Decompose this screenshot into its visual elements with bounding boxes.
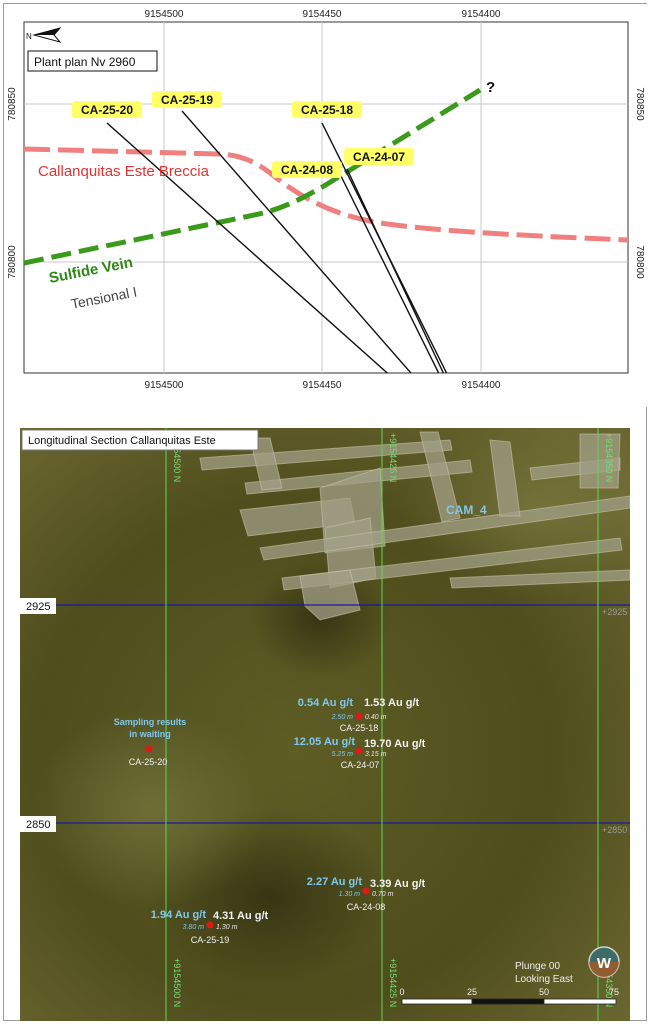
svg-text:CA-25-18: CA-25-18 — [301, 103, 353, 117]
northing-label-bottom-2: +9154425 N — [388, 958, 398, 1007]
intercept-ca-24-07: 12.05 Au g/t 19.70 Au g/t 5.25 m 3.15 m … — [294, 736, 426, 770]
drillhole-label-ca-25-19: CA-25-19 — [152, 91, 222, 108]
intercept-ca-24-08: 2.27 Au g/t 3.39 Au g/t 1.30 m 0.70 m CA… — [307, 876, 426, 912]
plan-map-frame — [23, 21, 629, 374]
svg-text:CA-25-20: CA-25-20 — [129, 757, 168, 767]
plan-x-tick-bottom-3: 9154400 — [462, 380, 501, 391]
breccia-label: Callanquitas Este Breccia — [38, 163, 210, 180]
svg-text:in waiting: in waiting — [129, 729, 171, 739]
svg-text:19.70 Au g/t: 19.70 Au g/t — [364, 738, 426, 750]
svg-text:2.27 Au g/t: 2.27 Au g/t — [307, 876, 363, 888]
plunge-label: Plunge 00 — [515, 961, 560, 972]
longitudinal-section: +9154500 N +9154425 N +9154350 N +915450… — [20, 428, 630, 1021]
drillhole-trace-ca-24-08 — [338, 171, 440, 373]
drillhole-label-ca-25-18: CA-25-18 — [292, 101, 362, 118]
svg-text:0: 0 — [399, 987, 404, 997]
svg-text:1.30 m: 1.30 m — [216, 924, 238, 931]
north-arrow-icon: N — [26, 27, 62, 43]
svg-text:CA-25-18: CA-25-18 — [340, 723, 379, 733]
svg-text:W: W — [597, 955, 612, 972]
plan-x-tick-bottom-1: 9154500 — [145, 380, 184, 391]
svg-text:CA-24-07: CA-24-07 — [341, 760, 380, 770]
intercept-dot — [355, 712, 363, 720]
level-label-right-2925: +2925 — [602, 607, 627, 617]
plan-y-tick-right-1: 780850 — [634, 87, 645, 121]
plan-title-box — [27, 50, 158, 72]
northing-label-top-3: +9154350 N — [604, 433, 614, 482]
plan-map: 9154500 9154450 9154400 9154500 9154450 … — [4, 4, 647, 407]
svg-text:3.39 Au g/t: 3.39 Au g/t — [370, 878, 426, 890]
svg-text:N: N — [26, 32, 32, 41]
drillhole-label-ca-24-07: CA-24-07 — [344, 148, 414, 165]
svg-text:50: 50 — [539, 987, 549, 997]
plan-x-tick-top-3: 9154400 — [462, 9, 501, 20]
svg-text:4.31 Au g/t: 4.31 Au g/t — [213, 910, 269, 922]
sulfide-vein-line — [24, 87, 482, 266]
level-label-2925: 2925 — [26, 601, 50, 613]
svg-text:2.50 m: 2.50 m — [331, 714, 354, 721]
svg-text:0.70 m: 0.70 m — [372, 891, 394, 898]
intercept-ca-25-19: 1.94 Au g/t 4.31 Au g/t 3.80 m 1.30 m CA… — [151, 909, 269, 945]
svg-text:3.80 m: 3.80 m — [183, 924, 205, 931]
plan-y-tick-left-2: 780800 — [7, 245, 18, 279]
level-label-right-2850: +2850 — [602, 825, 627, 835]
breccia-contact-line — [24, 146, 628, 243]
drillhole-traces — [106, 110, 448, 373]
intercept-dot — [355, 747, 363, 755]
compass-icon: W — [588, 946, 620, 978]
svg-text:1.30 m: 1.30 m — [339, 891, 361, 898]
plan-y-tick-left-1: 780850 — [7, 87, 18, 121]
drillhole-label-ca-25-20: CA-25-20 — [72, 101, 142, 118]
intercept-dot — [145, 745, 153, 753]
intercept-dot — [362, 887, 370, 895]
drillhole-label-ca-24-08: CA-24-08 — [272, 161, 342, 178]
svg-text:1.94 Au g/t: 1.94 Au g/t — [151, 909, 207, 921]
svg-text:5.25 m: 5.25 m — [332, 751, 354, 758]
intercept-dot — [206, 921, 214, 929]
svg-text:0.54 Au g/t: 0.54 Au g/t — [298, 697, 354, 709]
plan-x-tick-bottom-2: 9154450 — [303, 380, 342, 391]
svg-text:3.15 m: 3.15 m — [365, 751, 387, 758]
drillhole-trace-ca-25-20 — [106, 122, 389, 373]
drillhole-trace-ca-24-07 — [346, 168, 445, 373]
northing-label-bottom-1: +9154500 N — [172, 958, 182, 1007]
svg-text:CA-25-19: CA-25-19 — [161, 93, 213, 107]
svg-text:CA-25-19: CA-25-19 — [191, 935, 230, 945]
northing-label-top-1: +9154500 N — [172, 433, 182, 482]
intercept-ca-25-18: 0.54 Au g/t 1.53 Au g/t 2.50 m 0.40 m CA… — [298, 697, 420, 733]
svg-text:25: 25 — [467, 987, 477, 997]
northing-label-top-2: +9154425 N — [388, 433, 398, 482]
northing-label-bottom-3: +9154350 N — [604, 958, 614, 1007]
section-title-box — [21, 429, 259, 451]
looking-label: Looking East — [515, 974, 573, 985]
plan-x-tick-top-2: 9154450 — [303, 9, 342, 20]
svg-text:CA-24-08: CA-24-08 — [281, 163, 333, 177]
svg-text:CA-25-20: CA-25-20 — [81, 103, 133, 117]
svg-text:1.53 Au g/t: 1.53 Au g/t — [364, 697, 420, 709]
plan-x-tick-top-1: 9154500 — [145, 9, 184, 20]
svg-text:CA-24-08: CA-24-08 — [347, 902, 386, 912]
level-label-box-2925 — [20, 598, 56, 614]
scale-bar: 0 25 50 75 — [399, 987, 619, 1005]
vein-extension-question-mark: ? — [486, 79, 495, 96]
svg-text:75: 75 — [609, 987, 619, 997]
svg-text:0.40 m: 0.40 m — [365, 714, 387, 721]
svg-text:Sampling results: Sampling results — [114, 717, 187, 727]
level-label-box-2850 — [20, 816, 56, 832]
section-title: Longitudinal Section Callanquitas Este — [28, 435, 216, 447]
pending-intercept-ca-25-20: Sampling results in waiting CA-25-20 — [114, 717, 187, 767]
drillhole-trace-ca-25-19 — [181, 110, 412, 373]
plan-y-tick-right-2: 780800 — [634, 245, 645, 279]
plan-title: Plant plan Nv 2960 — [34, 55, 136, 69]
level-label-2850: 2850 — [26, 819, 50, 831]
svg-text:12.05 Au g/t: 12.05 Au g/t — [294, 736, 356, 748]
workings-label: CAM_4 — [446, 503, 487, 517]
underground-workings — [199, 431, 630, 621]
svg-text:CA-24-07: CA-24-07 — [353, 150, 405, 164]
